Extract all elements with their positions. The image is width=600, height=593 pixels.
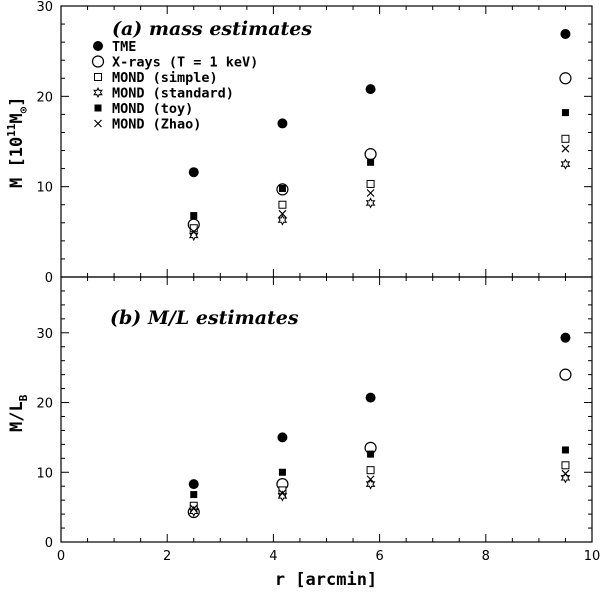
point-filled-square: [278, 468, 286, 476]
point-star: [277, 490, 288, 502]
point-star: [188, 505, 199, 517]
x-axis-label: r [arcmin]: [275, 570, 377, 590]
point-filled-square: [561, 446, 569, 454]
point-cross: [189, 504, 198, 513]
panel-a-title: (a) mass estimates: [112, 18, 312, 40]
y-axis-label-b: M/LB: [7, 394, 30, 432]
y-tick-label: 30: [36, 327, 53, 342]
y-tick-label: 0: [45, 271, 53, 286]
point-star: [560, 158, 571, 170]
legend-label: MOND (standard): [112, 86, 234, 102]
point-open-square: [561, 134, 570, 143]
point-cross: [189, 227, 198, 236]
ylabel-a-unit: M: [7, 113, 27, 123]
ylabel-a-main: M [10: [7, 137, 27, 188]
point-cross: [278, 489, 287, 498]
y-tick-label: 20: [36, 90, 53, 105]
point-filled-circle: [560, 29, 571, 40]
point-cross: [366, 475, 375, 484]
point-open-circle: [559, 368, 572, 381]
ylabel-a-sub: ⊙: [17, 106, 30, 113]
legend-marker-open-square: [94, 73, 102, 81]
x-tick-label: 4: [269, 549, 277, 564]
data-points: [187, 29, 572, 519]
x-tick-label: 10: [584, 549, 600, 564]
legend-label: X-rays (T = 1 keV): [112, 55, 258, 71]
legend-marker-filled-circle: [93, 41, 103, 51]
legend-label: MOND (simple): [112, 70, 218, 86]
legend-label: MOND (Zhao): [112, 117, 201, 133]
y-tick-label: 30: [36, 0, 53, 15]
point-open-circle: [559, 72, 572, 85]
panel-a-frame: [60, 5, 593, 278]
point-filled-circle: [560, 332, 571, 343]
x-tick-label: 2: [163, 549, 171, 564]
point-filled-square: [190, 491, 198, 499]
legend-label: MOND (toy): [112, 101, 193, 117]
x-tick-label: 6: [375, 549, 383, 564]
point-open-square: [561, 461, 570, 470]
point-star: [188, 229, 199, 242]
y-tick-label: 10: [36, 466, 53, 481]
point-filled-circle: [277, 432, 288, 443]
point-star: [277, 214, 288, 226]
point-star: [365, 478, 376, 490]
point-filled-circle: [277, 118, 288, 129]
ylabel-b-main: M/L: [7, 401, 27, 432]
point-open-square: [366, 179, 375, 188]
point-filled-square: [278, 184, 286, 192]
legend-marker-star: [93, 86, 103, 99]
point-cross: [278, 209, 287, 218]
svg-text:M [1011M⊙]: M [1011M⊙]: [5, 96, 30, 188]
ylabel-b-sub: B: [17, 394, 30, 401]
point-cross: [366, 189, 375, 197]
ticks: 0 10 20 30 0 10 20 30 0 2 4 6 8 10: [36, 0, 600, 564]
point-open-circle: [364, 148, 377, 161]
point-filled-circle: [365, 392, 376, 403]
point-filled-circle: [188, 167, 199, 178]
panel-b-title: (b) M/L estimates: [110, 307, 299, 329]
legend-marker-filled-square: [94, 104, 102, 112]
x-tick-label: 0: [57, 549, 65, 564]
y-axis-label-a: M [1011M⊙]: [5, 96, 30, 188]
point-filled-square: [367, 450, 375, 458]
legend-label: TME: [112, 39, 136, 55]
legend-marker-cross: [94, 119, 102, 128]
point-filled-square: [561, 109, 569, 117]
point-cross: [561, 144, 570, 153]
point-filled-square: [367, 158, 375, 166]
ylabel-a-exp: 11: [5, 123, 18, 137]
point-star: [365, 197, 376, 209]
point-filled-circle: [365, 84, 376, 95]
legend-marker-open-circle: [91, 55, 105, 68]
point-filled-circle: [188, 479, 199, 490]
svg-text:M/LB: M/LB: [7, 394, 30, 432]
point-open-square: [278, 200, 287, 209]
point-open-square: [366, 466, 375, 475]
point-star: [560, 472, 571, 484]
point-cross: [561, 469, 570, 478]
y-tick-label: 20: [36, 397, 53, 412]
y-tick-label: 10: [36, 181, 53, 196]
ylabel-a-close: ]: [7, 96, 27, 106]
point-filled-square: [190, 212, 198, 220]
x-tick-label: 8: [482, 549, 490, 564]
y-tick-label: 0: [45, 536, 53, 551]
